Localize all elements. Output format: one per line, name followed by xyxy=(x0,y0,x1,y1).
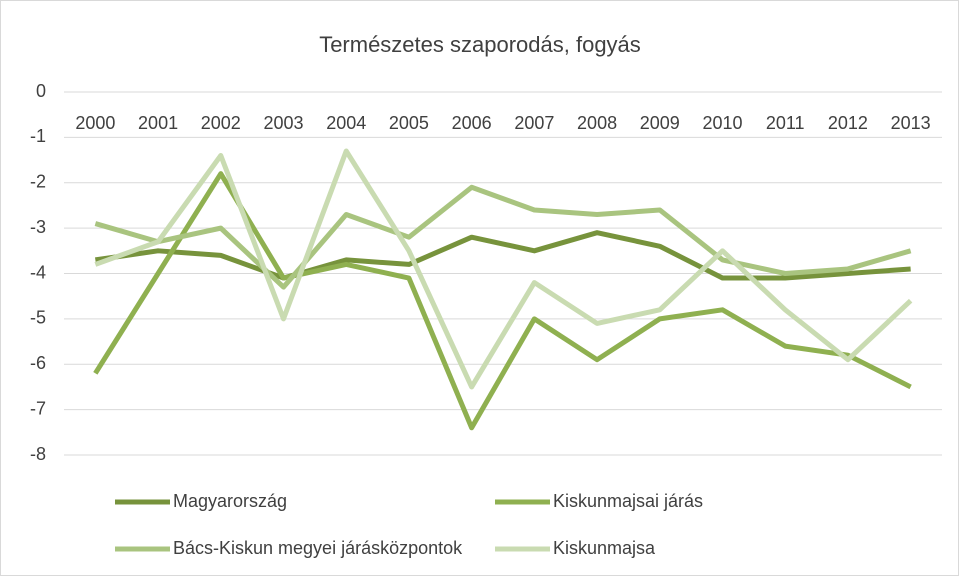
y-tick-label: -7 xyxy=(30,398,46,418)
y-tick-label: -1 xyxy=(30,126,46,146)
y-tick-label: -2 xyxy=(30,172,46,192)
legend-label: Bács-Kiskun megyei járásközpontok xyxy=(173,538,463,558)
legend-label: Kiskunmajsa xyxy=(553,538,656,558)
x-tick-label: 2002 xyxy=(201,113,241,133)
x-tick-label: 2013 xyxy=(891,113,931,133)
x-tick-label: 2006 xyxy=(452,113,492,133)
x-tick-label: 2001 xyxy=(138,113,178,133)
y-tick-label: -4 xyxy=(30,262,46,282)
x-tick-label: 2003 xyxy=(263,113,303,133)
line-series xyxy=(94,184,912,290)
y-tick-label: 0 xyxy=(36,81,46,101)
x-tick-label: 2012 xyxy=(828,113,868,133)
line-series xyxy=(94,148,913,390)
line-series xyxy=(93,171,912,431)
legend-label: Magyarország xyxy=(173,491,287,511)
y-tick-label: -5 xyxy=(30,308,46,328)
x-tick-label: 2009 xyxy=(640,113,680,133)
y-tick-label: -8 xyxy=(30,444,46,464)
x-tick-label: 2004 xyxy=(326,113,366,133)
x-tick-label: 2005 xyxy=(389,113,429,133)
x-tick-label: 2011 xyxy=(766,113,805,133)
x-tick-label: 2010 xyxy=(702,113,742,133)
y-tick-label: -3 xyxy=(30,217,46,237)
x-tick-label: 2007 xyxy=(514,113,554,133)
x-tick-label: 2000 xyxy=(75,113,115,133)
line-series xyxy=(94,230,911,281)
y-tick-label: -6 xyxy=(30,353,46,373)
chart-title: Természetes szaporodás, fogyás xyxy=(319,32,641,57)
x-tick-label: 2008 xyxy=(577,113,617,133)
legend-label: Kiskunmajsai járás xyxy=(553,491,703,511)
